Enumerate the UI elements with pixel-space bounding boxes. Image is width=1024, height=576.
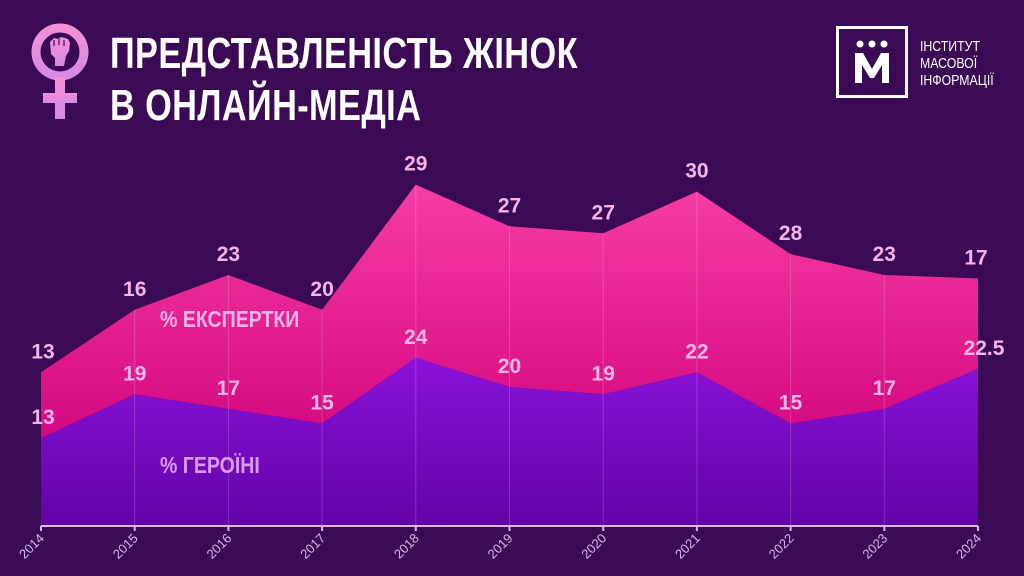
experts-series-label: % ЕКСПЕРТКИ: [160, 307, 299, 333]
x-axis-tick-label: 2018: [391, 531, 422, 562]
heroines-value-label: 22: [685, 340, 708, 363]
x-axis-tick-label: 2020: [578, 531, 609, 562]
brand-letter-m-icon: [855, 40, 889, 83]
heroines-value-label: 17: [217, 377, 240, 400]
x-axis-tick-label: 2017: [297, 531, 328, 562]
experts-value-label: 30: [685, 160, 708, 183]
heroines-value-label: 22.5: [964, 337, 1005, 360]
brand-name: ІНСТИТУТ МАСОВОЇ ІНФОРМАЦІЇ: [920, 38, 994, 89]
x-axis: 2014 2015 2016 2017 2018 2019 2020 2021 2022 2023…: [16, 525, 984, 562]
experts-value-label: 23: [217, 243, 240, 266]
experts-value-label: 17: [964, 246, 987, 269]
experts-area: [41, 184, 978, 439]
value-labels: 13 16 23 20 29 27 27 30 28 23 17 13 19 17 15 24 20 19 22 15…: [31, 153, 1004, 429]
x-axis-tick-label: 2014: [16, 531, 47, 562]
x-axis-tick-label: 2015: [110, 531, 141, 562]
vertical-gridlines: [134, 184, 885, 525]
experts-value-label: 16: [123, 278, 146, 301]
experts-value-label: 13: [31, 340, 54, 363]
brand-line-2: МАСОВОЇ: [920, 55, 978, 72]
brand-line-3: ІНФОРМАЦІЇ: [920, 72, 994, 89]
experts-value-label: 27: [592, 201, 615, 224]
heroines-value-label: 19: [123, 362, 146, 385]
x-axis-tick-label: 2023: [859, 531, 890, 562]
title-line-2: В ОНЛАЙН-МЕДІА: [110, 81, 422, 130]
title-line-1: ПРЕДСТАВЛЕНІСТЬ ЖІНОК: [110, 29, 578, 78]
experts-value-label: 20: [310, 278, 333, 301]
experts-value-label: 23: [873, 243, 896, 266]
heroines-value-label: 17: [873, 377, 896, 400]
heroines-series-label: % ГЕРОЇНІ: [160, 453, 260, 479]
brand-line-1: ІНСТИТУТ: [920, 38, 980, 55]
feminist-fist-icon: [31, 23, 89, 119]
heroines-value-label: 24: [404, 326, 428, 349]
x-axis-tick-label: 2016: [203, 531, 234, 562]
heroines-area: [41, 357, 978, 525]
page-title: ПРЕДСТАВЛЕНІСТЬ ЖІНОК В ОНЛАЙН-МЕДІА: [110, 28, 578, 132]
x-axis-tick-label: 2019: [485, 531, 516, 562]
experts-value-label: 28: [779, 222, 803, 245]
heroines-value-label: 13: [31, 406, 54, 429]
heroines-value-label: 15: [779, 392, 803, 415]
x-axis-tick-label: 2021: [672, 531, 703, 562]
heroines-value-label: 20: [498, 355, 521, 378]
brand-logo-box: [836, 26, 908, 98]
x-axis-tick-label: 2024: [953, 531, 984, 562]
heroines-value-label: 15: [310, 392, 334, 415]
x-axis-tick-label: 2022: [766, 531, 797, 562]
heroines-value-label: 19: [592, 362, 615, 385]
experts-value-label: 29: [404, 153, 427, 176]
experts-value-label: 27: [498, 194, 521, 217]
